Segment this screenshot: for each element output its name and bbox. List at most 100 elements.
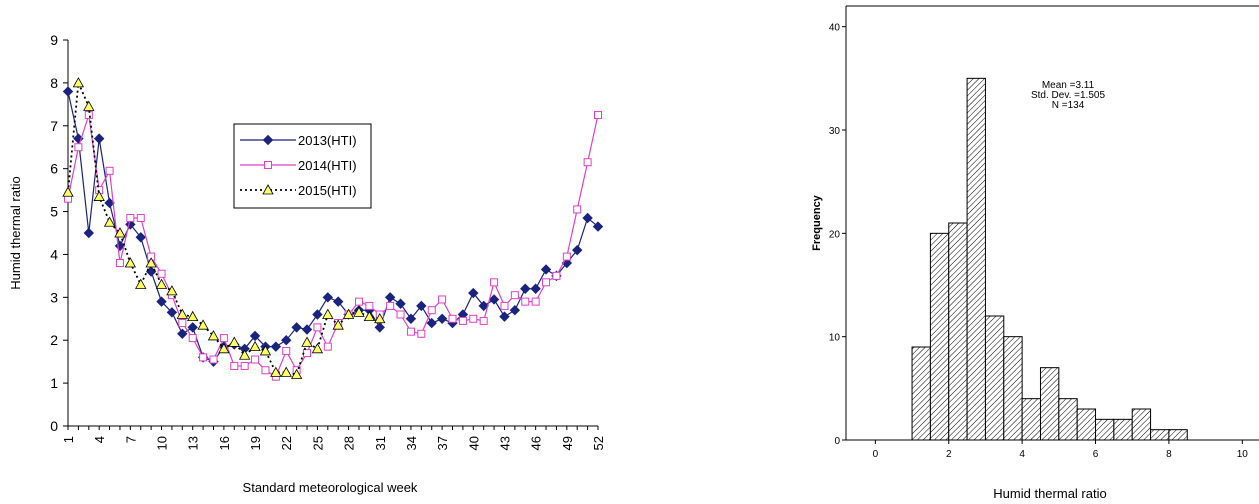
x-tick-label: 25 — [310, 436, 325, 450]
y-axis-title: Humid thermal ratio — [8, 176, 23, 289]
series-line — [67, 114, 599, 378]
data-point — [282, 346, 291, 355]
stats-line: Std. Dev. =1.505 — [1031, 90, 1105, 101]
data-point — [156, 296, 167, 307]
x-tick-label: 6 — [1093, 449, 1099, 460]
data-point — [354, 297, 363, 306]
x-tick-label: 1 — [61, 436, 76, 443]
data-point — [145, 257, 157, 268]
data-point — [136, 213, 145, 222]
data-point — [126, 213, 135, 222]
histogram-bar — [984, 315, 1005, 441]
data-point — [458, 316, 467, 325]
data-point — [135, 232, 146, 243]
data-point — [582, 212, 593, 224]
data-point — [291, 322, 302, 333]
data-point — [405, 313, 417, 324]
x-tick-label: 10 — [1237, 449, 1249, 460]
y-tick-label: 1 — [50, 375, 58, 391]
data-point — [323, 342, 332, 351]
histogram-bar — [966, 77, 986, 441]
x-tick-label: 10 — [155, 436, 170, 450]
x-tick-label: 31 — [373, 436, 388, 450]
data-point — [552, 271, 561, 280]
data-point — [313, 323, 322, 332]
data-point — [322, 308, 334, 319]
data-point — [157, 269, 166, 278]
y-tick-label: 2 — [50, 332, 58, 348]
data-point — [155, 278, 168, 289]
histogram-bar — [1095, 418, 1115, 441]
x-tick-label: 2 — [946, 449, 952, 460]
data-point — [417, 329, 426, 338]
histogram-bar — [911, 346, 931, 441]
histogram-bar — [1021, 398, 1041, 441]
data-point — [228, 336, 240, 347]
stats-line: Mean =3.11 — [1042, 80, 1095, 91]
data-point — [500, 301, 509, 310]
data-point — [436, 313, 448, 324]
data-point — [311, 342, 324, 354]
data-point — [542, 278, 551, 287]
data-point — [386, 301, 395, 310]
data-point — [93, 133, 105, 144]
data-point — [396, 310, 405, 319]
data-point — [176, 308, 188, 319]
x-tick-label: 52 — [591, 436, 606, 450]
data-point — [62, 86, 74, 97]
data-point — [270, 341, 282, 352]
data-point — [249, 340, 261, 352]
data-point — [469, 314, 478, 323]
y-tick-label: 8 — [50, 75, 58, 91]
x-axis-title: Standard meteorological week — [243, 480, 418, 495]
data-point — [72, 77, 85, 88]
bars — [911, 77, 1188, 441]
data-point — [238, 349, 251, 360]
data-point — [490, 278, 499, 287]
data-point — [261, 366, 270, 375]
x-tick-label: 13 — [186, 436, 201, 450]
data-point — [103, 216, 116, 227]
data-point — [427, 306, 436, 315]
histogram-bar — [1076, 408, 1097, 441]
data-point — [240, 361, 249, 370]
x-tick-label: 8 — [1166, 449, 1172, 460]
data-point — [93, 190, 105, 201]
data-point — [303, 349, 312, 358]
x-tick-label: 40 — [466, 436, 481, 450]
data-point — [332, 296, 344, 307]
data-point — [572, 244, 583, 256]
data-point — [395, 298, 406, 309]
histogram-bar — [1168, 429, 1188, 441]
data-point — [83, 100, 95, 111]
data-point — [406, 327, 415, 336]
data-point — [124, 257, 137, 268]
data-point — [530, 283, 541, 294]
legend-label: 2013(HTI) — [298, 133, 357, 148]
data-point — [510, 291, 519, 300]
data-point — [583, 158, 592, 167]
legend-marker — [262, 184, 274, 195]
data-point — [115, 259, 124, 268]
x-tick-label: 16 — [217, 436, 232, 450]
data-point — [114, 227, 126, 238]
legend-marker — [264, 161, 272, 169]
legend: 2013(HTI) 2014(HTI) 2015(HTI) — [233, 123, 372, 209]
data-point — [281, 335, 292, 346]
y-tick-label: 4 — [50, 246, 58, 262]
x-tick-label: 37 — [435, 436, 450, 450]
data-point — [468, 287, 479, 299]
y-tick-label: 7 — [50, 118, 58, 134]
data-point — [188, 334, 197, 343]
data-point — [531, 297, 540, 306]
data-point — [230, 361, 239, 370]
x-tick-label: 0 — [873, 449, 879, 460]
histogram-bar — [1131, 408, 1152, 441]
y-tick-label: 20 — [829, 229, 841, 240]
x-axis-title: Humid thermal ratio — [993, 486, 1106, 501]
legend-box — [233, 123, 372, 209]
stats-line: N =134 — [1052, 100, 1085, 111]
